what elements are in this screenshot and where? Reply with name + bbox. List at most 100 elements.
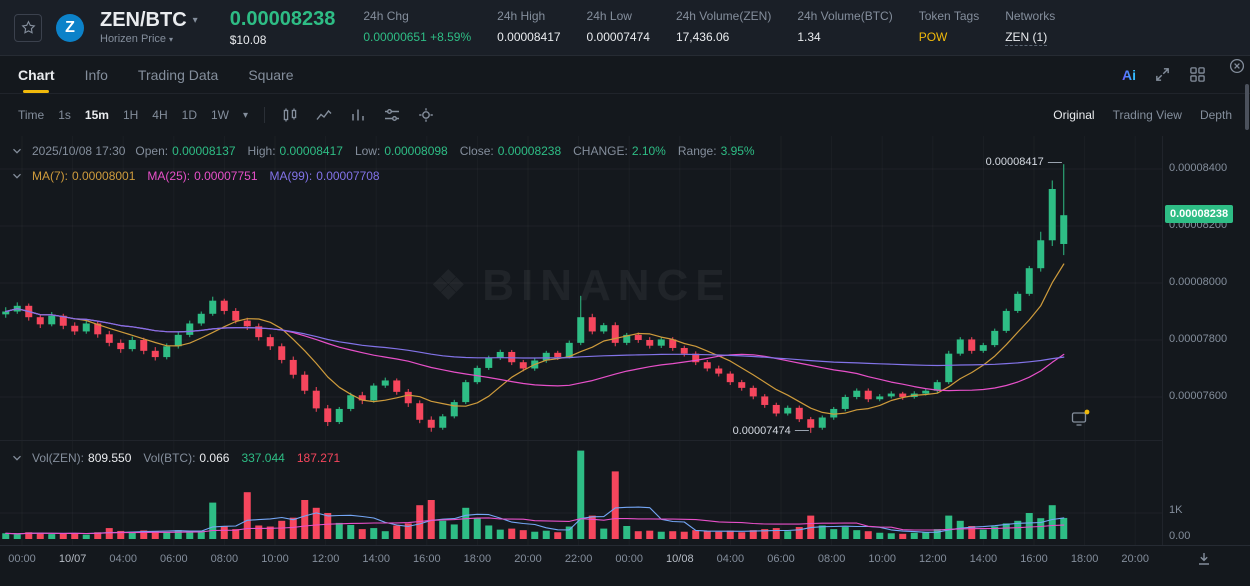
volume-bar[interactable] — [255, 525, 263, 539]
tab-info[interactable]: Info — [84, 66, 108, 83]
volume-bar[interactable] — [48, 534, 56, 539]
candle[interactable] — [128, 336, 136, 352]
volume-bar[interactable] — [312, 507, 320, 539]
candle[interactable] — [71, 322, 79, 335]
candle[interactable] — [462, 379, 470, 405]
volume-bar[interactable] — [209, 502, 217, 539]
pair-subtitle[interactable]: Horizen Price ▾ — [100, 33, 174, 45]
volume-bar[interactable] — [830, 529, 838, 539]
volume-bar[interactable] — [795, 527, 803, 539]
candle[interactable] — [968, 337, 976, 354]
volume-bar[interactable] — [864, 531, 872, 539]
volume-bar[interactable] — [370, 528, 378, 539]
volume-bar[interactable] — [2, 533, 10, 539]
volume-bar[interactable] — [416, 505, 424, 539]
candle[interactable] — [979, 342, 987, 353]
candle[interactable] — [439, 414, 447, 430]
candle[interactable] — [634, 332, 642, 343]
price-axis[interactable]: 0.00008238 0.00008400 0.00008200 0.0000800… — [1162, 136, 1250, 545]
volume-bar[interactable] — [669, 531, 677, 539]
volume-bar[interactable] — [508, 528, 516, 539]
candle[interactable] — [657, 337, 665, 348]
volume-bar[interactable] — [393, 525, 401, 539]
chevron-down-icon[interactable] — [12, 454, 22, 462]
volume-pane[interactable]: Vol(ZEN): 809.550 Vol(BTC): 0.066 337.044 187… — [0, 440, 1162, 545]
price-pane[interactable]: ❖ BINANCE 2025/10/08 17:30 Open: 0.000081… — [0, 136, 1162, 440]
volume-bar[interactable] — [991, 526, 999, 539]
candle[interactable] — [761, 394, 769, 408]
candle[interactable] — [381, 377, 389, 388]
candle[interactable] — [956, 337, 964, 356]
volume-bar[interactable] — [404, 523, 412, 539]
candle[interactable] — [887, 391, 895, 399]
candle[interactable] — [600, 322, 608, 334]
volume-bar[interactable] — [220, 526, 228, 539]
candle[interactable] — [1037, 231, 1045, 272]
volume-bar[interactable] — [105, 528, 113, 539]
stat-value[interactable]: POW — [918, 30, 948, 44]
volume-bar[interactable] — [531, 531, 539, 539]
volume-bar[interactable] — [634, 531, 642, 539]
replay-icon[interactable] — [1070, 408, 1090, 428]
volume-bar[interactable] — [289, 517, 297, 539]
candle[interactable] — [117, 339, 125, 353]
volume-bar[interactable] — [899, 533, 907, 539]
candle[interactable] — [347, 392, 355, 412]
candle[interactable] — [692, 351, 700, 366]
volume-bar[interactable] — [680, 531, 688, 539]
candle[interactable] — [623, 332, 631, 346]
view-trading-view[interactable]: Trading View — [1112, 108, 1182, 122]
volume-bar[interactable] — [1025, 513, 1033, 539]
volume-bar[interactable] — [1048, 505, 1056, 539]
volume-bar[interactable] — [25, 532, 33, 539]
volume-bar[interactable] — [910, 532, 918, 539]
candle[interactable] — [473, 365, 481, 385]
volume-bar[interactable] — [82, 534, 90, 539]
volume-bar[interactable] — [979, 529, 987, 539]
candle[interactable] — [1048, 180, 1056, 246]
volume-bar[interactable] — [496, 529, 504, 539]
candle[interactable] — [427, 416, 435, 432]
chart-area[interactable]: ❖ BINANCE 2025/10/08 17:30 Open: 0.000081… — [0, 136, 1250, 586]
volume-bar[interactable] — [968, 526, 976, 539]
candle[interactable] — [13, 302, 21, 314]
candle[interactable] — [738, 379, 746, 391]
candle[interactable] — [312, 387, 320, 412]
candle[interactable] — [830, 406, 838, 420]
candle[interactable] — [1002, 308, 1010, 333]
candle[interactable] — [853, 388, 861, 400]
chevron-down-icon[interactable] — [12, 172, 22, 180]
volume-bar[interactable] — [588, 515, 596, 539]
candle[interactable] — [324, 404, 332, 427]
volume-bar[interactable] — [715, 531, 723, 539]
volume-bar[interactable] — [519, 530, 527, 539]
volume-bar[interactable] — [197, 530, 205, 539]
volume-bar[interactable] — [956, 520, 964, 539]
candle[interactable] — [450, 399, 458, 419]
chevron-down-icon[interactable]: ▾ — [242, 109, 249, 121]
tab-trading-data[interactable]: Trading Data — [137, 66, 219, 83]
volume-bar[interactable] — [347, 524, 355, 539]
candle[interactable] — [519, 359, 527, 372]
interval-4h[interactable]: 4H — [152, 108, 168, 122]
volume-bar[interactable] — [623, 526, 631, 539]
candle[interactable] — [82, 320, 90, 334]
candle[interactable] — [496, 349, 504, 360]
volume-bar[interactable] — [738, 532, 746, 539]
volume-bar[interactable] — [473, 518, 481, 539]
volume-bar[interactable] — [243, 492, 251, 539]
interval-1w[interactable]: 1W — [210, 108, 229, 122]
interval-1s[interactable]: 1s — [58, 108, 71, 122]
volume-bar[interactable] — [726, 530, 734, 539]
volume-bar[interactable] — [450, 524, 458, 539]
candle[interactable] — [209, 296, 217, 316]
volume-bar[interactable] — [542, 530, 550, 539]
volume-bar[interactable] — [887, 533, 895, 539]
candle[interactable] — [784, 405, 792, 416]
volume-bar[interactable] — [439, 520, 447, 539]
candle[interactable] — [611, 322, 619, 347]
volume-bar[interactable] — [117, 530, 125, 539]
candle[interactable] — [416, 400, 424, 424]
candle[interactable] — [876, 394, 884, 402]
volume-bar[interactable] — [13, 534, 21, 539]
